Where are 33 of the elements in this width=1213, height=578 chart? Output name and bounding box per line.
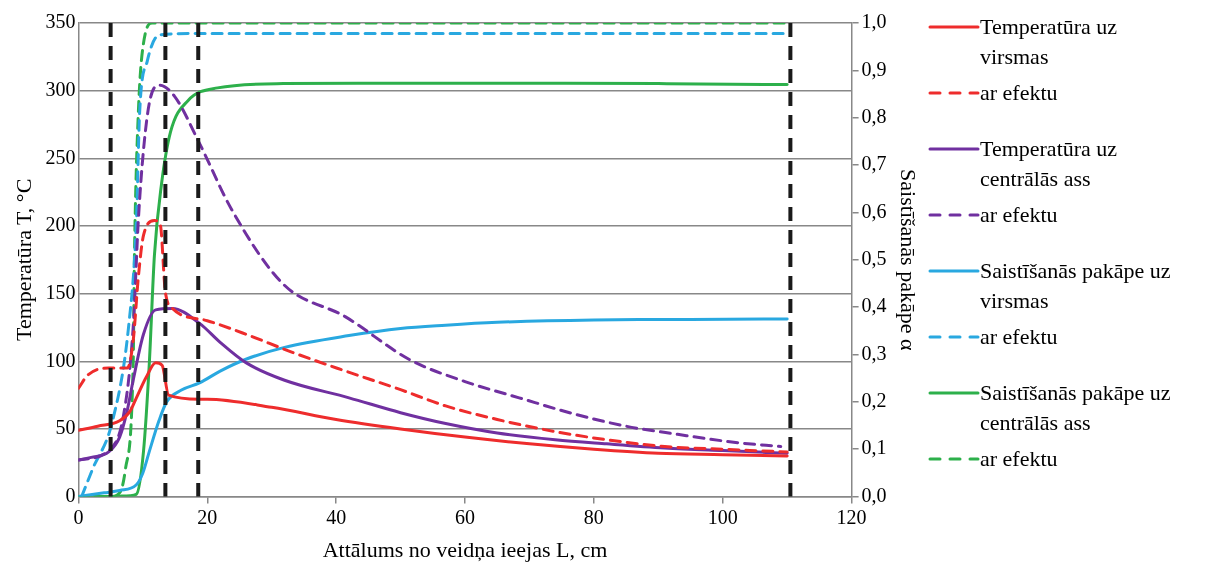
x-tick-label: 100 (707, 505, 738, 528)
x-axis-title: Attālums no veidņa ieejas L, cm (322, 536, 608, 562)
legend-label: ar efektu (980, 323, 1058, 351)
y-tick-label: 200 (45, 213, 76, 236)
y2-tick-label: 0,4 (861, 294, 887, 317)
y2-tick-label: 0,7 (861, 152, 887, 175)
y-tick-label: 300 (45, 77, 76, 100)
y2-tick-label: 0,2 (861, 389, 887, 412)
y2-tick-label: 0,3 (861, 341, 887, 364)
y-tick-label: 50 (55, 416, 76, 439)
y2-tick-label: 1,0 (861, 10, 887, 33)
x-tick-label: 80 (583, 505, 604, 528)
legend-label: ar efektu (980, 445, 1058, 473)
y2-tick-label: 0,1 (861, 436, 887, 459)
y2-tick-label: 0,0 (861, 483, 887, 506)
y2-tick-label: 0,5 (861, 247, 887, 270)
y-axis-title: Temperatūra T, °C (10, 178, 36, 341)
y2-axis-title: Saistīšanās pakāpe α (896, 169, 922, 351)
legend-label: ar efektu (980, 79, 1058, 107)
y-tick-label: 350 (45, 10, 76, 33)
x-tick-label: 20 (197, 505, 218, 528)
y2-tick-label: 0,6 (861, 199, 887, 222)
y2-tick-label: 0,8 (861, 104, 887, 127)
x-tick-label: 120 (836, 505, 867, 528)
legend-label: ar efektu (980, 201, 1058, 229)
y-tick-label: 100 (45, 348, 76, 371)
y-tick-label: 0 (65, 483, 76, 506)
line-series (78, 219, 789, 454)
y-tick-label: 150 (45, 280, 76, 303)
y-tick-label: 250 (45, 145, 76, 168)
x-tick-label: 60 (455, 505, 475, 528)
x-tick-label: 40 (326, 505, 347, 528)
y2-tick-label: 0,9 (861, 57, 887, 80)
